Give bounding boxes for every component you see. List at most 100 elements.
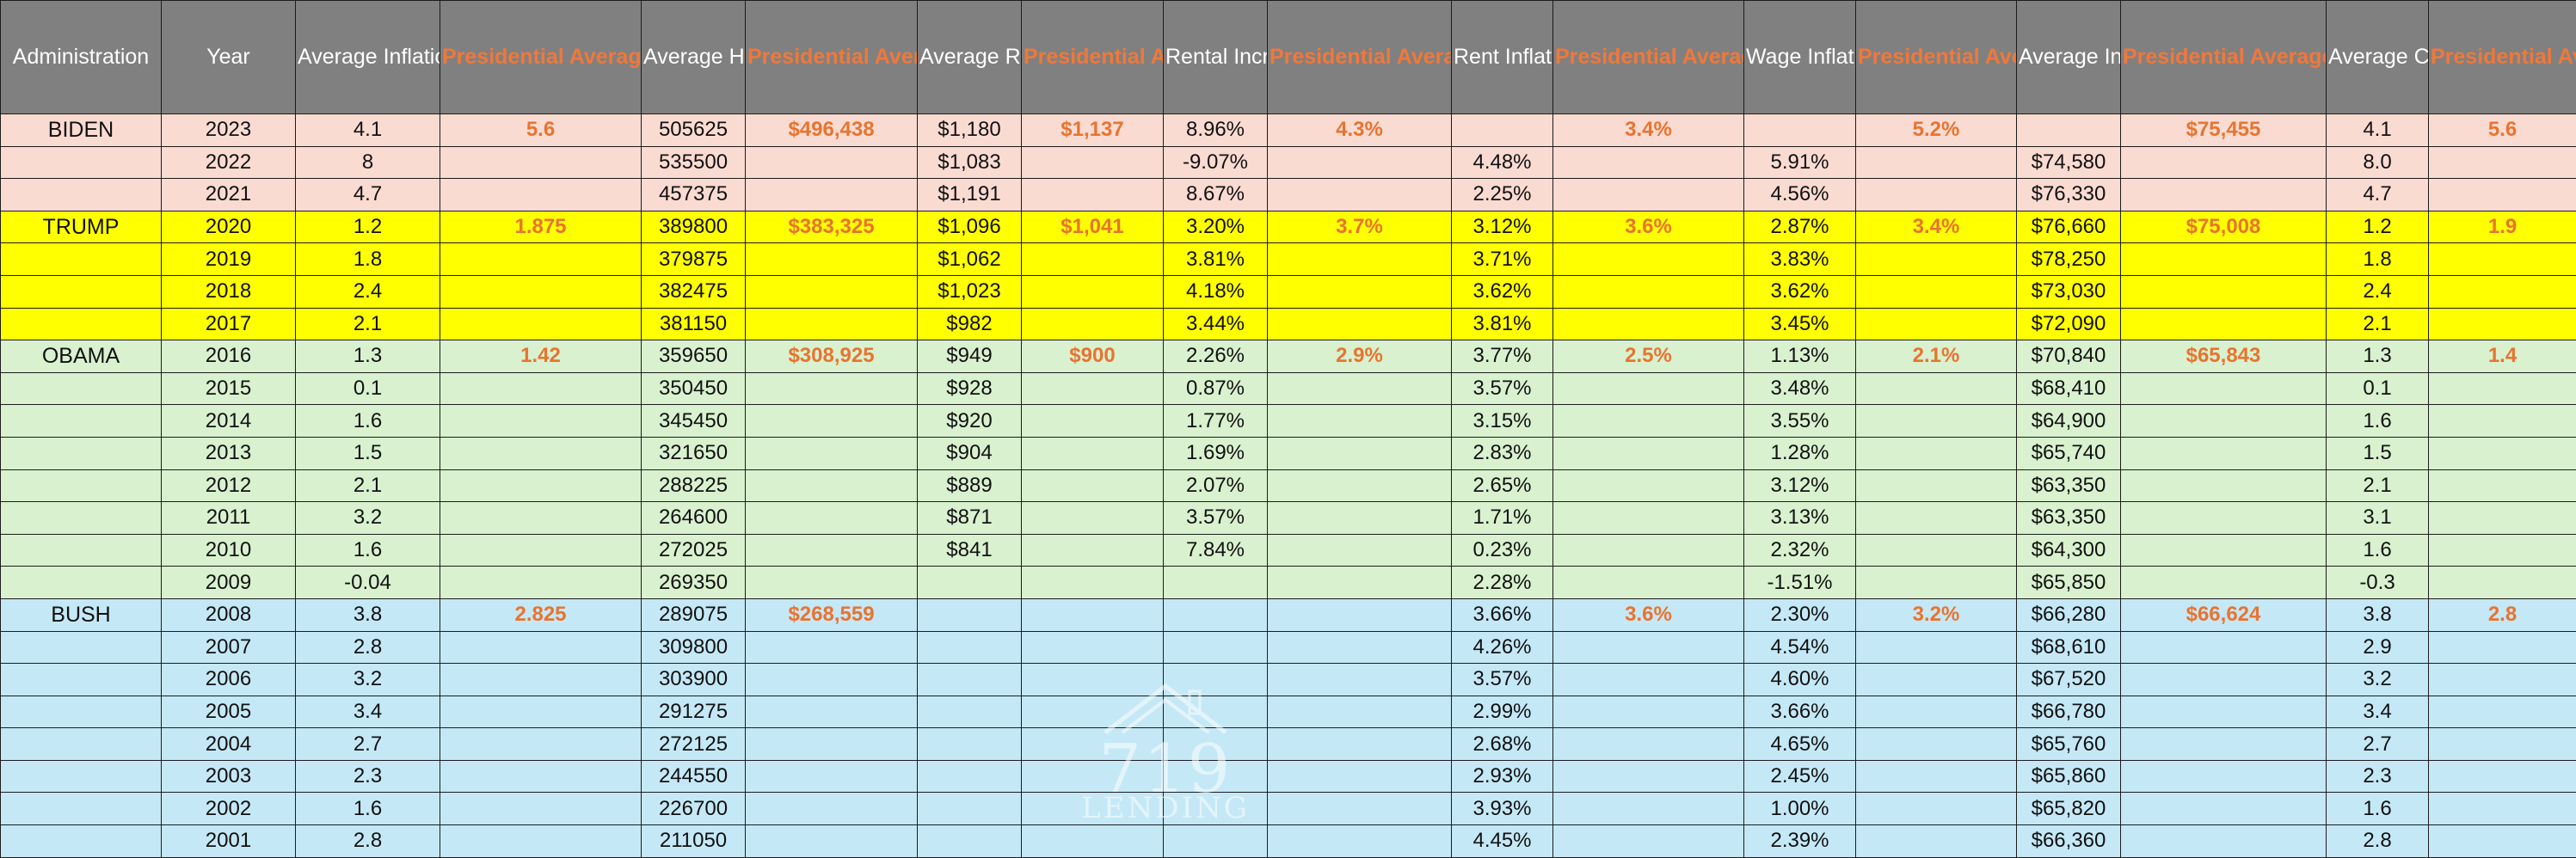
- table-cell[interactable]: [1856, 631, 2017, 664]
- column-header[interactable]: Presidential Average - Rental Cost: [1022, 1, 1164, 114]
- table-cell[interactable]: [1856, 179, 2017, 211]
- table-cell[interactable]: 211050: [642, 825, 746, 858]
- table-cell[interactable]: [918, 825, 1022, 858]
- table-cell[interactable]: 2.3: [2327, 760, 2429, 793]
- administration-cell[interactable]: [1, 760, 162, 793]
- table-cell[interactable]: [2429, 372, 2576, 405]
- table-cell[interactable]: [1553, 146, 1744, 179]
- column-header[interactable]: Administration: [1, 1, 162, 114]
- table-cell[interactable]: [2121, 243, 2327, 276]
- table-cell[interactable]: [1164, 598, 1268, 631]
- table-cell[interactable]: [440, 502, 642, 535]
- column-header[interactable]: Presidential Average - Rental Increase: [1268, 1, 1452, 114]
- table-cell[interactable]: [1268, 437, 1452, 469]
- table-cell[interactable]: [1022, 502, 1164, 535]
- table-cell[interactable]: 2.4: [296, 275, 440, 308]
- table-cell[interactable]: 2.65%: [1452, 469, 1553, 502]
- table-cell[interactable]: [1164, 825, 1268, 858]
- table-cell[interactable]: 4.3%: [1268, 114, 1452, 147]
- table-cell[interactable]: 2.7: [296, 728, 440, 761]
- table-cell[interactable]: 3.6%: [1553, 598, 1744, 631]
- table-cell[interactable]: [1022, 825, 1164, 858]
- table-cell[interactable]: 1.28%: [1744, 437, 1856, 469]
- table-cell[interactable]: $1,062: [918, 243, 1022, 276]
- table-cell[interactable]: 3.55%: [1744, 405, 1856, 438]
- table-cell[interactable]: $67,520: [2017, 664, 2121, 696]
- table-cell[interactable]: [1164, 567, 1268, 599]
- table-cell[interactable]: 2.8: [2327, 825, 2429, 858]
- table-cell[interactable]: $65,860: [2017, 760, 2121, 793]
- table-cell[interactable]: 2008: [162, 598, 296, 631]
- table-cell[interactable]: -0.3: [2327, 567, 2429, 599]
- table-cell[interactable]: 3.44%: [1164, 308, 1268, 340]
- table-cell[interactable]: 1.5: [296, 437, 440, 469]
- table-cell[interactable]: 291275: [642, 696, 746, 728]
- table-cell[interactable]: [746, 372, 918, 405]
- table-cell[interactable]: $65,850: [2017, 567, 2121, 599]
- table-cell[interactable]: [746, 696, 918, 728]
- table-cell[interactable]: $904: [918, 437, 1022, 469]
- table-cell[interactable]: [1268, 405, 1452, 438]
- table-cell[interactable]: [1268, 469, 1452, 502]
- table-cell[interactable]: 3.66%: [1744, 696, 1856, 728]
- table-cell[interactable]: [2121, 793, 2327, 825]
- table-cell[interactable]: $65,820: [2017, 793, 2121, 825]
- administration-cell[interactable]: [1, 664, 162, 696]
- table-cell[interactable]: 345450: [642, 405, 746, 438]
- table-cell[interactable]: 1.71%: [1452, 502, 1553, 535]
- table-cell[interactable]: -0.04: [296, 567, 440, 599]
- table-cell[interactable]: [2121, 372, 2327, 405]
- table-cell[interactable]: 2.8: [296, 825, 440, 858]
- table-cell[interactable]: 2019: [162, 243, 296, 276]
- table-cell[interactable]: [918, 696, 1022, 728]
- table-cell[interactable]: $63,350: [2017, 469, 2121, 502]
- table-cell[interactable]: [440, 243, 642, 276]
- column-header[interactable]: Year: [162, 1, 296, 114]
- table-cell[interactable]: 359650: [642, 340, 746, 373]
- table-cell[interactable]: 2014: [162, 405, 296, 438]
- table-cell[interactable]: 5.91%: [1744, 146, 1856, 179]
- table-cell[interactable]: 2.07%: [1164, 469, 1268, 502]
- table-cell[interactable]: 2018: [162, 275, 296, 308]
- table-cell[interactable]: -9.07%: [1164, 146, 1268, 179]
- table-cell[interactable]: [746, 631, 918, 664]
- table-cell[interactable]: [2429, 825, 2576, 858]
- table-cell[interactable]: [2121, 664, 2327, 696]
- table-cell[interactable]: [1452, 114, 1553, 147]
- table-cell[interactable]: [1856, 760, 2017, 793]
- table-cell[interactable]: [1553, 308, 1744, 340]
- table-cell[interactable]: [1022, 631, 1164, 664]
- table-cell[interactable]: 1.3: [296, 340, 440, 373]
- column-header[interactable]: Presidential Average - Wage Inflation: [1856, 1, 2017, 114]
- table-cell[interactable]: [1268, 567, 1452, 599]
- table-cell[interactable]: [1856, 502, 2017, 535]
- table-cell[interactable]: 1.77%: [1164, 405, 1268, 438]
- table-cell[interactable]: $72,090: [2017, 308, 2121, 340]
- table-cell[interactable]: [440, 275, 642, 308]
- table-cell[interactable]: [1268, 372, 1452, 405]
- table-cell[interactable]: $1,041: [1022, 211, 1164, 243]
- table-cell[interactable]: [1856, 405, 2017, 438]
- table-cell[interactable]: [1553, 275, 1744, 308]
- table-cell[interactable]: [918, 598, 1022, 631]
- table-cell[interactable]: 3.4%: [1553, 114, 1744, 147]
- table-cell[interactable]: [1553, 437, 1744, 469]
- table-cell[interactable]: $70,840: [2017, 340, 2121, 373]
- table-cell[interactable]: 3.4: [296, 696, 440, 728]
- table-cell[interactable]: [1022, 664, 1164, 696]
- column-header[interactable]: Presidential Average - Rental Inflation: [1553, 1, 1744, 114]
- column-header[interactable]: Average Inflation: [296, 1, 440, 114]
- table-cell[interactable]: 2006: [162, 664, 296, 696]
- table-cell[interactable]: $78,250: [2017, 243, 2121, 276]
- table-cell[interactable]: 2.99%: [1452, 696, 1553, 728]
- table-cell[interactable]: 269350: [642, 567, 746, 599]
- table-cell[interactable]: [1022, 760, 1164, 793]
- table-cell[interactable]: [2121, 405, 2327, 438]
- table-cell[interactable]: 2023: [162, 114, 296, 147]
- table-cell[interactable]: [1022, 308, 1164, 340]
- table-cell[interactable]: $65,760: [2017, 728, 2121, 761]
- table-cell[interactable]: 3.45%: [1744, 308, 1856, 340]
- table-cell[interactable]: [746, 308, 918, 340]
- table-cell[interactable]: 2007: [162, 631, 296, 664]
- table-cell[interactable]: 3.83%: [1744, 243, 1856, 276]
